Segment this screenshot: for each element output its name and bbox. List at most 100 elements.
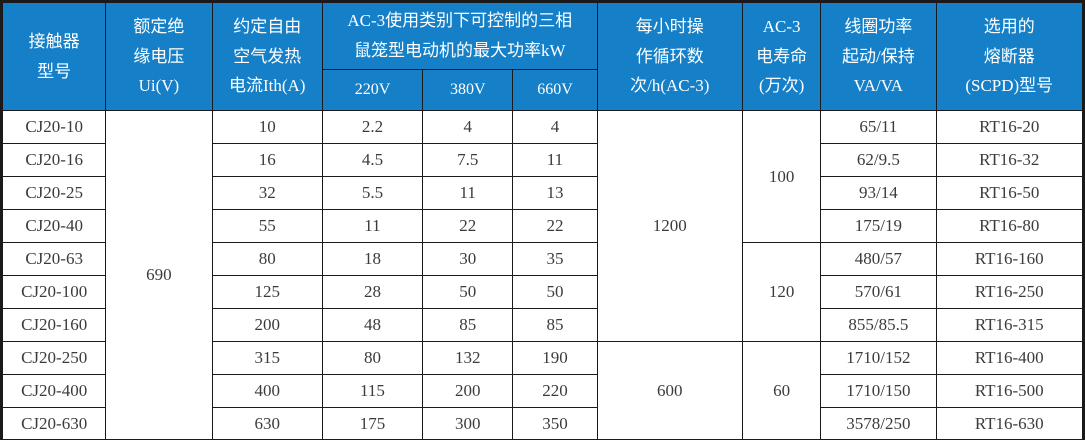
cell-ith: 630 <box>211 407 323 440</box>
table-row: CJ20-40 55 11 22 22 175/19 RT16-80 <box>0 209 1085 243</box>
cell-coil: 3578/250 <box>820 407 937 440</box>
cell-p380: 132 <box>422 341 514 375</box>
header-660v: 660V <box>512 69 598 111</box>
cell-ith: 10 <box>211 110 323 144</box>
cell-fuse: RT16-32 <box>935 143 1085 177</box>
cell-p220: 18 <box>321 242 424 276</box>
table-row: CJ20-250 315 80 132 190 600 60 1710/152 … <box>0 341 1085 440</box>
cell-p380: 22 <box>422 209 514 243</box>
cell-coil: 855/85.5 <box>820 308 937 342</box>
cell-ui-voltage: 690 <box>105 110 213 440</box>
cell-p380: 300 <box>422 407 514 440</box>
cell-ith: 80 <box>211 242 323 276</box>
cell-model: CJ20-250 <box>0 341 107 375</box>
header-cycles-per-hour: 每小时操 作循环数 次/h(AC-3) <box>596 1 744 111</box>
cell-fuse: RT16-80 <box>935 209 1085 243</box>
header-thermal-current: 约定自由 空气发热 电流Ith(A) <box>211 1 323 111</box>
cell-model: CJ20-160 <box>0 308 107 342</box>
cell-model: CJ20-100 <box>0 275 107 309</box>
cell-p220: 11 <box>321 209 424 243</box>
cell-model: CJ20-16 <box>0 143 107 177</box>
cell-coil: 62/9.5 <box>820 143 937 177</box>
cell-p660: 4 <box>512 110 598 144</box>
cell-ith: 125 <box>211 275 323 309</box>
cell-life-group3: 60 <box>741 341 822 440</box>
cell-fuse: RT16-160 <box>935 242 1085 276</box>
cell-p660: 50 <box>512 275 598 309</box>
header-insulation-voltage: 额定绝 缘电压 Ui(V) <box>105 1 213 111</box>
cell-fuse: RT16-630 <box>935 407 1085 440</box>
cell-model: CJ20-10 <box>0 110 107 144</box>
cell-coil: 480/57 <box>820 242 937 276</box>
table-row: CJ20-63 80 18 30 35 120 480/57 RT16-160 <box>0 242 1085 342</box>
cell-model: CJ20-630 <box>0 407 107 440</box>
cell-p220: 5.5 <box>321 176 424 210</box>
cell-model: CJ20-400 <box>0 374 107 408</box>
cell-p220: 4.5 <box>321 143 424 177</box>
table-row: CJ20-16 16 4.5 7.5 11 62/9.5 RT16-32 <box>0 143 1085 177</box>
table-body: CJ20-10 690 10 2.2 4 4 1200 100 65/11 RT… <box>0 110 1085 440</box>
cell-model: CJ20-25 <box>0 176 107 210</box>
cell-ith: 315 <box>211 341 323 375</box>
cell-p220: 48 <box>321 308 424 342</box>
cell-ith: 32 <box>211 176 323 210</box>
table-row: CJ20-10 690 10 2.2 4 4 1200 100 65/11 RT… <box>0 110 1085 440</box>
cell-fuse: RT16-250 <box>935 275 1085 309</box>
cell-p660: 190 <box>512 341 598 375</box>
cell-ith: 16 <box>211 143 323 177</box>
cell-p220: 175 <box>321 407 424 440</box>
cell-p220: 28 <box>321 275 424 309</box>
cell-p660: 22 <box>512 209 598 243</box>
cell-fuse: RT16-315 <box>935 308 1085 342</box>
header-model-col: 接触器 型号 <box>0 1 107 111</box>
cell-life-group1: 100 <box>741 110 822 243</box>
table-row: CJ20-100 125 28 50 50 570/61 RT16-250 <box>0 275 1085 309</box>
cell-coil: 93/14 <box>820 176 937 210</box>
header-coil-power: 线圈功率 起动/保持 VA/VA <box>820 1 937 111</box>
cell-p660: 13 <box>512 176 598 210</box>
cell-fuse: RT16-20 <box>935 110 1085 144</box>
cell-p660: 220 <box>512 374 598 408</box>
cell-p380: 11 <box>422 176 514 210</box>
table-row: CJ20-25 32 5.5 11 13 93/14 RT16-50 <box>0 176 1085 210</box>
cell-cycles-group2: 600 <box>596 341 744 440</box>
cell-p660: 35 <box>512 242 598 276</box>
cell-coil: 1710/150 <box>820 374 937 408</box>
header-fuse-type: 选用的 熔断器 (SCPD)型号 <box>935 1 1085 111</box>
cell-coil: 570/61 <box>820 275 937 309</box>
cell-p380: 200 <box>422 374 514 408</box>
cell-p380: 85 <box>422 308 514 342</box>
cell-ith: 400 <box>211 374 323 408</box>
cell-p660: 85 <box>512 308 598 342</box>
cell-life-group2: 120 <box>741 242 822 342</box>
header-electrical-life: AC-3 电寿命 (万次) <box>741 1 822 111</box>
cell-p380: 30 <box>422 242 514 276</box>
cell-p660: 11 <box>512 143 598 177</box>
cell-p220: 2.2 <box>321 110 424 144</box>
cell-fuse: RT16-500 <box>935 374 1085 408</box>
cell-fuse: RT16-50 <box>935 176 1085 210</box>
table-header: 接触器 型号 额定绝 缘电压 Ui(V) 约定自由 空气发热 电流Ith(A) … <box>0 1 1085 111</box>
header-power-group: AC-3使用类别下可控制的三相 鼠笼型电动机的最大功率kW <box>321 1 598 70</box>
cell-coil: 175/19 <box>820 209 937 243</box>
cell-fuse: RT16-400 <box>935 341 1085 375</box>
cell-ith: 55 <box>211 209 323 243</box>
cell-p660: 350 <box>512 407 598 440</box>
header-220v: 220V <box>321 69 424 111</box>
table-row: CJ20-400 400 115 200 220 1710/150 RT16-5… <box>0 374 1085 408</box>
cell-ith: 200 <box>211 308 323 342</box>
table-row: CJ20-630 630 175 300 350 3578/250 RT16-6… <box>0 407 1085 440</box>
cell-p380: 50 <box>422 275 514 309</box>
cell-p380: 4 <box>422 110 514 144</box>
cell-coil: 1710/152 <box>820 341 937 375</box>
cell-model: CJ20-63 <box>0 242 107 276</box>
cell-cycles-group1: 1200 <box>596 110 744 342</box>
cell-p220: 80 <box>321 341 424 375</box>
header-380v: 380V <box>422 69 514 111</box>
cell-model: CJ20-40 <box>0 209 107 243</box>
cell-coil: 65/11 <box>820 110 937 144</box>
cell-p220: 115 <box>321 374 424 408</box>
cell-p380: 7.5 <box>422 143 514 177</box>
table-row: CJ20-160 200 48 85 85 855/85.5 RT16-315 <box>0 308 1085 342</box>
